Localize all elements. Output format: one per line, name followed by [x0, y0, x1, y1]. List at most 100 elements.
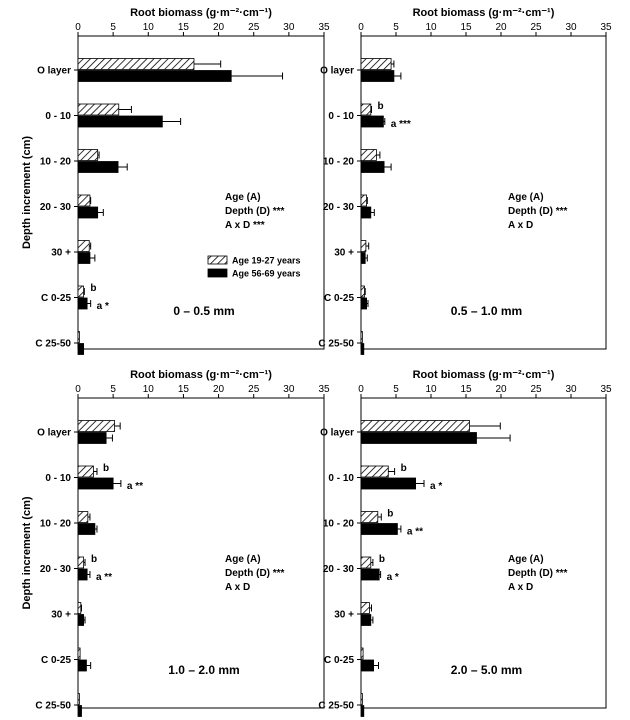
significance-label: b: [378, 101, 384, 112]
y-tick-label: C 25-50: [35, 701, 71, 712]
bar-age-19-27: [77, 285, 85, 298]
x-tick-label: 30: [565, 384, 577, 395]
bar-age-56-69: [77, 343, 85, 355]
bar-age-19-27: [77, 647, 81, 660]
stats-line: A x D: [508, 220, 533, 231]
x-axis-title: Root biomass (g·m⁻²·cm⁻¹): [130, 369, 272, 381]
bar-age-56-69: [360, 206, 372, 219]
y-tick-label: 0 - 10: [45, 473, 71, 484]
stats-line: Depth (D) ***: [225, 568, 285, 579]
x-tick-label: 0: [358, 384, 364, 395]
significance-label: a **: [96, 572, 112, 583]
x-tick-label: 5: [110, 384, 116, 395]
y-tick-label: O layer: [37, 66, 71, 77]
bar-age-19-27: [360, 285, 365, 298]
panel-label: 2.0 – 5.0 mm: [451, 663, 522, 677]
plot-frame: [77, 397, 325, 709]
bar-age-19-27: [77, 693, 80, 705]
y-tick-label: 10 - 20: [40, 519, 72, 530]
bar-age-56-69: [360, 705, 365, 717]
plot-frame: [360, 35, 607, 350]
bar-age-56-69: [360, 432, 477, 444]
panel-label: 1.0 – 2.0 mm: [168, 663, 239, 677]
legend-swatch: [207, 268, 228, 278]
x-tick-label: 35: [318, 384, 330, 395]
bar-age-19-27: [77, 240, 90, 252]
stats-line: Depth (D) ***: [225, 206, 285, 217]
bar-age-56-69: [360, 161, 385, 173]
plot-frame: [360, 397, 607, 709]
bar-age-56-69: [360, 614, 372, 626]
bar-age-56-69: [77, 432, 107, 444]
chart-panel-3: Root biomass (g·m⁻²·cm⁻¹) 0 5 10 15 20 25 30 35 O…: [21, 369, 330, 717]
bar-age-56-69: [360, 70, 395, 82]
stats-line: Age (A): [225, 554, 261, 565]
significance-label: b: [90, 283, 96, 294]
bar-age-56-69: [77, 206, 99, 219]
bar-age-19-27: [360, 331, 363, 343]
plot-frame: [77, 35, 325, 350]
bar-age-56-69: [77, 523, 96, 535]
bar-age-56-69: [77, 115, 163, 128]
bar-age-56-69: [77, 568, 88, 581]
y-tick-label: 30 +: [51, 610, 71, 621]
bar-age-19-27: [360, 58, 392, 70]
bar-age-19-27: [77, 194, 91, 207]
legend-label: Age 19-27 years: [232, 256, 301, 266]
y-tick-label: C 25-50: [318, 339, 354, 350]
significance-label: a **: [127, 481, 143, 492]
x-tick-label: 15: [178, 22, 190, 33]
x-tick-label: 30: [565, 22, 577, 33]
y-tick-label: C 25-50: [35, 339, 71, 350]
x-tick-label: 30: [283, 384, 295, 395]
x-tick-label: 10: [425, 22, 437, 33]
y-tick-label: C 0-25: [41, 655, 71, 666]
bar-age-56-69: [77, 614, 85, 626]
bar-age-19-27: [360, 647, 364, 660]
x-axis-title: Root biomass (g·m⁻²·cm⁻¹): [413, 7, 555, 19]
bar-age-19-27: [360, 240, 367, 252]
stats-line: Depth (D) ***: [508, 568, 568, 579]
bar-age-19-27: [360, 149, 377, 161]
x-tick-label: 25: [530, 384, 542, 395]
bar-age-19-27: [360, 194, 367, 207]
bar-age-19-27: [360, 511, 379, 523]
stats-line: A x D: [225, 582, 250, 593]
x-tick-label: 0: [358, 22, 364, 33]
y-tick-label: O layer: [320, 428, 354, 439]
bar-age-19-27: [77, 58, 195, 70]
bar-age-56-69: [360, 115, 384, 128]
y-tick-label: 10 - 20: [40, 157, 72, 168]
y-tick-label: 0 - 10: [45, 111, 71, 122]
y-tick-label: 30 +: [51, 248, 71, 259]
x-tick-label: 10: [143, 22, 155, 33]
y-tick-label: C 0-25: [324, 293, 354, 304]
x-tick-label: 35: [600, 22, 612, 33]
y-tick-label: 20 - 30: [323, 564, 355, 575]
bar-age-19-27: [77, 103, 120, 116]
bar-age-19-27: [77, 511, 89, 523]
significance-label: b: [91, 554, 97, 565]
x-tick-label: 5: [393, 22, 399, 33]
y-tick-label: O layer: [320, 66, 354, 77]
significance-label: a *: [387, 572, 399, 583]
bar-age-56-69: [77, 161, 119, 173]
bar-age-19-27: [360, 420, 470, 432]
x-tick-label: 5: [393, 384, 399, 395]
x-axis-title: Root biomass (g·m⁻²·cm⁻¹): [130, 7, 272, 19]
bar-age-56-69: [360, 523, 398, 535]
bar-age-56-69: [77, 477, 114, 490]
x-tick-label: 25: [530, 22, 542, 33]
stats-line: Depth (D) ***: [508, 206, 568, 217]
bar-age-56-69: [360, 252, 366, 264]
bar-age-56-69: [360, 297, 367, 310]
bar-age-19-27: [77, 465, 94, 478]
x-tick-label: 35: [600, 384, 612, 395]
x-tick-label: 20: [495, 22, 507, 33]
significance-label: b: [103, 463, 109, 474]
bar-age-19-27: [77, 420, 115, 432]
x-tick-label: 20: [213, 22, 225, 33]
y-tick-label: 10 - 20: [323, 519, 355, 530]
bar-age-19-27: [360, 602, 370, 614]
bar-age-56-69: [360, 568, 380, 581]
